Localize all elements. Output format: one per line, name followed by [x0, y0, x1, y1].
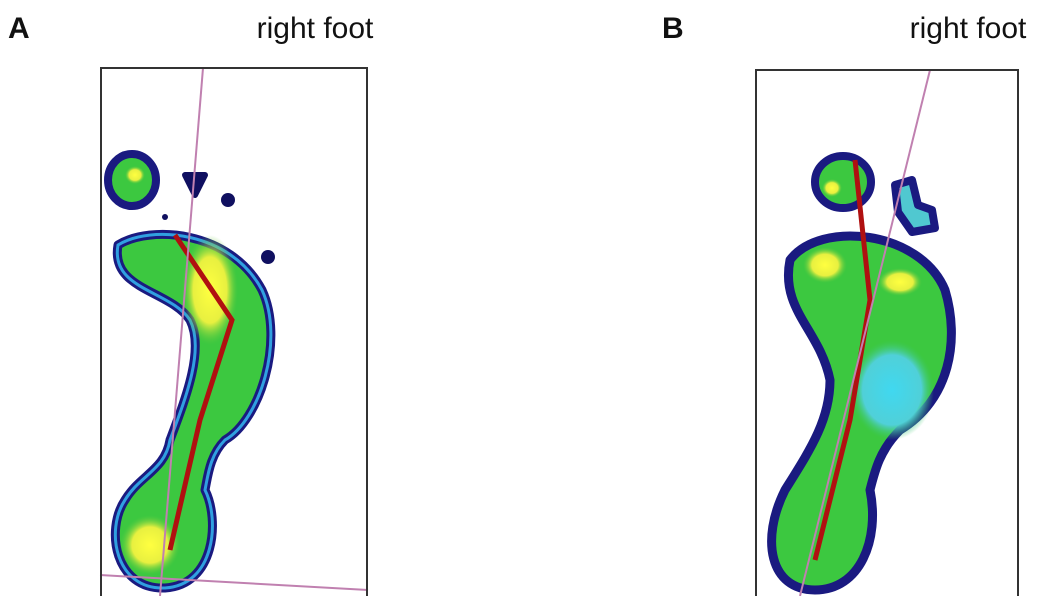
panel-label: A — [8, 12, 30, 45]
footprint-b — [772, 156, 952, 590]
panel-title: right foot — [257, 12, 374, 45]
panel-title: right foot — [910, 12, 1027, 45]
hotspot — [822, 179, 842, 197]
panel-label: B — [662, 12, 684, 45]
toe — [815, 156, 871, 208]
toe — [221, 193, 235, 207]
toe — [162, 214, 168, 220]
figure: A right foot B right foot — [0, 0, 1043, 596]
page: {"panels": [{"label": "A", "title": "rig… — [0, 0, 1043, 596]
hotspot — [803, 247, 847, 283]
hotspot — [878, 268, 922, 296]
hotspot — [125, 166, 145, 184]
toe — [261, 250, 275, 264]
